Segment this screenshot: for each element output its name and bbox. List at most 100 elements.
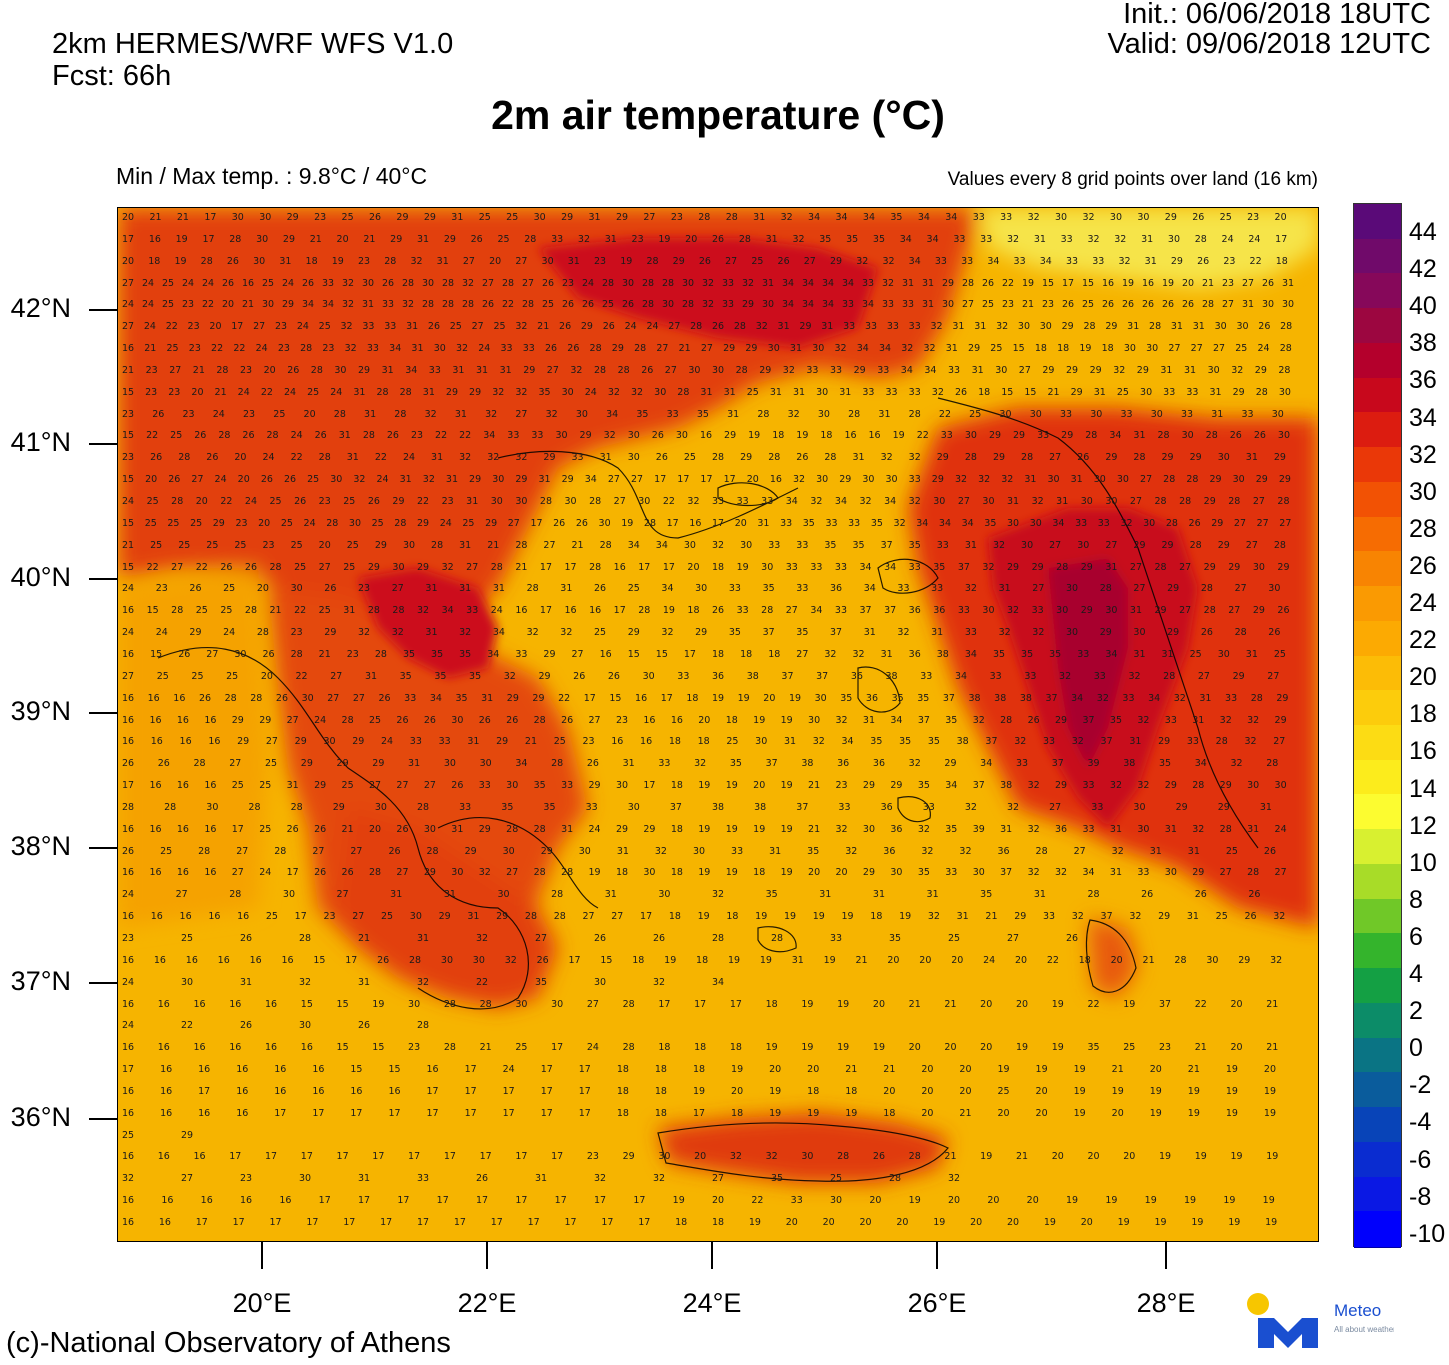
grid-temperature-value: 21 [479,1042,492,1054]
grid-temperature-value: 15 [372,1042,385,1054]
grid-temperature-value: 37 [1000,867,1013,879]
grid-temperature-value: 16 [198,1064,211,1076]
grid-temperature-value: 29 [1217,539,1230,551]
crete-warm-zone [658,1113,948,1183]
grid-temperature-value: 34 [1039,255,1052,267]
grid-temperature-value: 25 [969,408,982,420]
grid-temperature-value: 33 [1042,911,1056,923]
grid-temperature-value: 27 [122,321,135,333]
grid-temperature-value: 16 [249,954,262,966]
grid-temperature-value: 36 [890,823,903,835]
grid-temperature-value: 31 [1160,364,1173,376]
grid-temperature-value: 31 [762,277,775,289]
grid-temperature-value: 26 [1248,889,1261,901]
grid-temperature-value: 29 [1080,561,1093,573]
grid-temperature-value: 16 [208,911,221,923]
grid-temperature-value: 17 [306,1217,319,1228]
grid-temperature-value: 34 [834,496,847,508]
grid-temperature-value: 28 [698,212,711,223]
grid-temperature-value: 19 [780,780,793,792]
grid-temperature-value: 32 [742,277,755,289]
grid-temperature-value: 17 [426,1085,439,1097]
grid-temperature-value: 33 [1024,670,1037,682]
grid-temperature-value: 32 [607,386,620,398]
grid-temperature-value: 28 [1205,430,1218,442]
grid-temperature-value: 34 [1082,867,1095,879]
grid-temperature-value: 25 [1082,299,1095,311]
grid-temperature-value: 21 [959,1107,972,1119]
grid-temperature-value: 30 [515,998,528,1010]
grid-temperature-value: 33 [1031,605,1044,617]
grid-temperature-value: 26 [1253,430,1266,442]
grid-temperature-value: 28 [646,255,659,267]
grid-temperature-value: 26 [244,561,257,573]
grid-temperature-value: 32 [1230,758,1243,770]
grid-temperature-value: 18 [712,648,725,660]
grid-temperature-value: 28 [735,364,748,376]
grid-temperature-value: 16 [153,954,166,966]
grid-temperature-value: 30 [561,386,574,398]
grid-temperature-value: 16 [229,1042,242,1054]
grid-temperature-value: 28 [642,277,655,289]
grid-temperature-value: 19 [731,1064,744,1076]
grid-temperature-value: 26 [1262,277,1275,289]
grid-temperature-value: 19 [769,1107,782,1119]
grid-temperature-value: 27 [507,517,520,529]
grid-temperature-value: 25 [290,539,303,551]
grid-temperature-value: 27 [1049,452,1062,464]
grid-temperature-value: 15 [1012,343,1025,355]
grid-temperature-value: 31 [862,714,876,726]
grid-temperature-value: 25 [122,1129,135,1141]
grid-temperature-value: 19 [672,1195,685,1207]
grid-temperature-value: 17 [476,1195,489,1207]
grid-temperature-value: 27 [396,867,409,879]
grid-temperature-value: 28 [524,233,537,245]
grid-temperature-value: 30 [234,648,247,660]
grid-temperature-value: 26 [796,452,809,464]
grid-temperature-value: 29 [1014,911,1027,923]
grid-temperature-value: 34 [584,474,597,486]
grid-temperature-value: 28 [1194,233,1207,245]
grid-temperature-value: 30 [642,670,655,682]
grid-temperature-value: 31 [358,976,371,988]
grid-temperature-value: 16 [193,998,206,1010]
grid-temperature-value: 28 [642,299,655,311]
colorbar-label: 24 [1409,589,1437,617]
grid-temperature-value: 16 [160,1107,173,1119]
grid-temperature-value: 28 [553,911,566,923]
grid-temperature-value: 20 [835,867,848,879]
grid-temperature-value: 27 [391,583,404,595]
grid-temperature-value: 27 [546,364,559,376]
longitude-label: 28°E [1136,1288,1196,1318]
grid-temperature-value: 21 [855,954,868,966]
grid-temperature-value: 34 [487,648,500,660]
grid-temperature-value: 16 [193,1151,206,1163]
grid-temperature-value: 32 [959,845,972,857]
grid-temperature-value: 19 [1066,1195,1079,1207]
grid-temperature-value: 21 [883,1064,896,1076]
grid-temperature-value: 23 [122,408,135,420]
grid-temperature-value: 27 [613,496,626,508]
grid-temperature-value: 34 [964,648,977,660]
grid-temperature-value: 33 [825,517,838,529]
grid-temperature-value: 31 [425,627,438,639]
grid-temperature-value: 30 [1090,408,1103,420]
grid-temperature-value: 29 [1211,517,1224,529]
grid-temperature-value: 28 [589,343,602,355]
grid-temperature-value: 32 [545,408,558,420]
grid-temperature-value: 33 [908,386,921,398]
grid-temperature-value: 27 [1228,605,1241,617]
grid-temperature-value: 17 [464,1107,477,1119]
colorbar-segment [1354,829,1401,866]
grid-temperature-value: 32 [661,627,674,639]
grid-temperature-value: 33 [1082,823,1095,835]
grid-temperature-value: 27 [253,321,266,333]
grid-temperature-value: 17 [654,474,667,486]
grid-temperature-value: 32 [729,1151,742,1163]
grid-temperature-value: 28 [122,801,135,813]
grid-temperature-value: 29 [1175,801,1188,813]
grid-temperature-value: 28 [266,430,279,442]
grid-temperature-value: 32 [1219,714,1232,726]
colorbar-segment [1354,933,1401,970]
grid-temperature-value: 29 [469,474,482,486]
